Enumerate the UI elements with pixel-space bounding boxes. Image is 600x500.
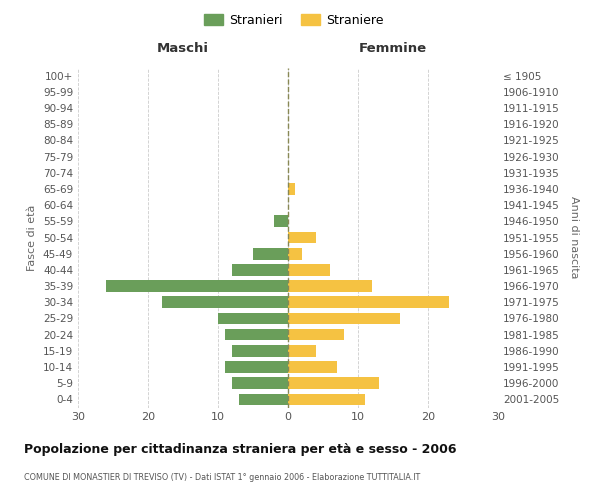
Bar — [232, 378, 288, 389]
Bar — [288, 183, 295, 195]
Bar — [232, 345, 288, 356]
Text: COMUNE DI MONASTIER DI TREVISO (TV) - Dati ISTAT 1° gennaio 2006 - Elaborazione : COMUNE DI MONASTIER DI TREVISO (TV) - Da… — [24, 472, 420, 482]
Bar — [288, 329, 344, 340]
Bar — [225, 361, 288, 373]
Y-axis label: Fasce di età: Fasce di età — [28, 204, 37, 270]
Bar — [274, 216, 288, 227]
Bar — [288, 345, 316, 356]
Bar — [106, 280, 288, 292]
Bar — [162, 296, 288, 308]
Text: Maschi: Maschi — [157, 42, 209, 54]
Bar — [288, 296, 449, 308]
Bar — [288, 280, 372, 292]
Bar — [225, 329, 288, 340]
Bar — [288, 264, 330, 276]
Bar — [288, 312, 400, 324]
Bar — [288, 232, 316, 243]
Bar — [239, 394, 288, 405]
Legend: Stranieri, Straniere: Stranieri, Straniere — [199, 8, 389, 32]
Bar — [288, 361, 337, 373]
Bar — [253, 248, 288, 260]
Bar — [288, 378, 379, 389]
Text: Popolazione per cittadinanza straniera per età e sesso - 2006: Popolazione per cittadinanza straniera p… — [24, 442, 457, 456]
Bar — [218, 312, 288, 324]
Bar — [288, 248, 302, 260]
Y-axis label: Anni di nascita: Anni di nascita — [569, 196, 579, 279]
Bar — [232, 264, 288, 276]
Text: Femmine: Femmine — [359, 42, 427, 54]
Bar — [288, 394, 365, 405]
